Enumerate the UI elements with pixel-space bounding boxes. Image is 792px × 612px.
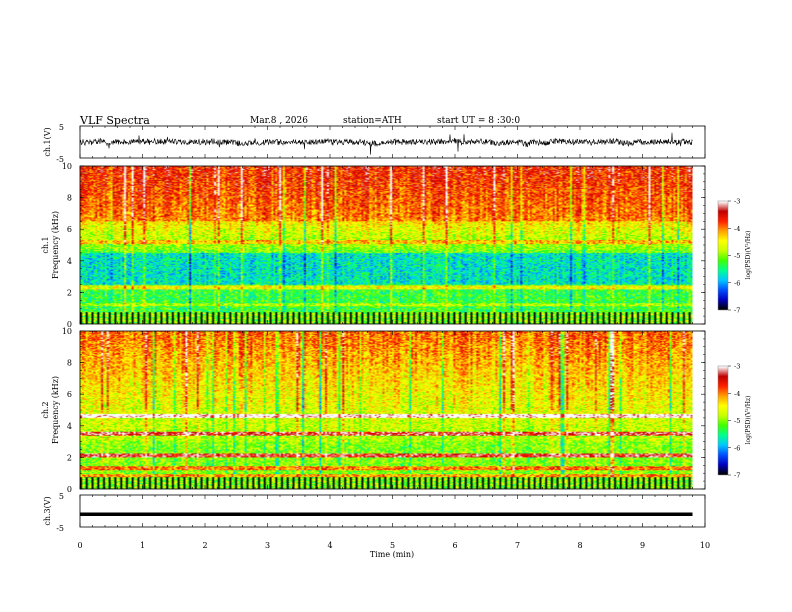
start-time-label: start UT = 8 :30:0 <box>437 116 520 126</box>
ch1-waveform-panel: 5 -5 ch.1(V) <box>43 123 706 164</box>
ch1-frequency-label: Frequency (kHz) <box>51 211 60 279</box>
ch1-ytick-label: 2 <box>67 288 72 297</box>
ch2-spectrogram-panel: 0 2 4 6 8 10 ch.2 Frequency (kHz) <box>41 327 706 494</box>
time-axis-label: Time (min) <box>370 550 414 559</box>
ch1-ytick-label: 0 <box>67 320 72 329</box>
ch1-ytick-bottom: -5 <box>56 155 64 164</box>
ch1-colorbar-tick-label: -3 <box>734 198 740 206</box>
ch3-waveform-frame <box>79 494 706 528</box>
ch2-frequency-label: Frequency (kHz) <box>51 376 60 444</box>
time-tick-label: 1 <box>140 541 145 550</box>
ch1-ytick-top: 5 <box>59 123 64 132</box>
ch1-spectrogram-image <box>80 166 693 324</box>
ch2-spectrogram-image <box>80 331 693 489</box>
ch1-colorbar-ticks: -3 -4 -5 -6 -7 <box>728 198 740 315</box>
time-tick-label: 4 <box>327 541 332 550</box>
time-tick-label: 3 <box>265 541 270 550</box>
ch2-ytick-label: 6 <box>67 390 72 399</box>
ch1-colorbar-tick-label: -5 <box>734 252 740 260</box>
time-tick-label: 2 <box>202 541 207 550</box>
ch1-colorbar-tick-label: -4 <box>734 225 740 233</box>
ch1-colorbar-gradient <box>718 201 728 310</box>
station-label: station=ATH <box>343 116 402 126</box>
ch2-colorbar-tick-label: -4 <box>734 390 740 398</box>
ch2-colorbar: -3 -4 -5 -6 -7 log(PSD)(V²/Hz) <box>717 363 752 480</box>
date-label: Mar.8 , 2026 <box>250 116 308 126</box>
ch1-frequency-ticks: 0 2 4 6 8 10 <box>62 162 705 329</box>
ch2-colorbar-ticks: -3 -4 -5 -6 -7 <box>728 363 740 480</box>
ch1-waveform-line <box>80 132 693 155</box>
ch2-frequency-ticks: 0 2 4 6 8 10 <box>62 327 705 494</box>
ch2-ytick-label: 10 <box>62 327 72 336</box>
ch3-ytick-bottom: -5 <box>56 524 64 533</box>
ch1-ytick-label: 8 <box>67 194 72 203</box>
ch2-ytick-label: 8 <box>67 359 72 368</box>
time-tick-label: 10 <box>700 541 710 550</box>
ch1-ytick-label: 4 <box>67 257 72 266</box>
ch2-ytick-label: 0 <box>67 485 72 494</box>
ch1-colorbar-label: log(PSD)(V²/Hz) <box>745 231 752 280</box>
ch1-colorbar-tick-label: -6 <box>734 279 740 287</box>
time-tick-label: 9 <box>640 541 645 550</box>
ch2-ytick-label: 4 <box>67 422 72 431</box>
ch1-spectrogram-panel: 0 2 4 6 8 10 ch.1 Frequency (kHz) <box>41 162 706 329</box>
ch3-waveform-ylabel: ch.3(V) <box>43 496 52 525</box>
ch1-ytick-label: 10 <box>62 162 72 171</box>
time-axis: 0 1 2 3 4 5 6 7 8 9 10 <box>77 541 710 550</box>
ch2-ytick-label: 2 <box>67 453 72 462</box>
ch2-colorbar-tick-label: -5 <box>734 417 740 425</box>
ch2-colorbar-tick-label: -6 <box>734 444 740 452</box>
ch3-waveform-panel: 5 -5 ch.3(V) <box>43 492 706 533</box>
time-tick-label: 0 <box>77 541 82 550</box>
ch2-spectrogram-xticks <box>79 331 706 489</box>
ch2-colorbar-label: log(PSD)(V²/Hz) <box>745 396 752 445</box>
time-tick-label: 8 <box>577 541 582 550</box>
ch1-waveform-ticks <box>79 126 706 158</box>
ch2-colorbar-gradient <box>718 366 728 475</box>
ch2-colorbar-tick-label: -3 <box>734 363 740 371</box>
time-tick-label: 5 <box>390 541 395 550</box>
ch1-ytick-label: 6 <box>67 225 72 234</box>
ch1-channel-label: ch.1 <box>41 236 50 253</box>
time-tick-label: 6 <box>452 541 457 550</box>
ch2-channel-label: ch.2 <box>41 401 50 418</box>
ch1-waveform-ylabel: ch.1(V) <box>43 127 52 156</box>
ch1-waveform-trace <box>80 132 693 155</box>
time-tick-label: 7 <box>515 541 520 550</box>
ch1-colorbar: -3 -4 -5 -6 -7 log(PSD)(V²/Hz) <box>717 198 752 315</box>
figure-title: VLF Spectra <box>79 114 150 127</box>
ch2-colorbar-tick-label: -7 <box>734 472 740 480</box>
ch1-spectrogram-xticks <box>79 166 706 324</box>
ch3-ytick-top: 5 <box>59 492 64 501</box>
ch3-waveform-ticks <box>79 495 706 527</box>
ch1-colorbar-tick-label: -7 <box>734 307 740 315</box>
